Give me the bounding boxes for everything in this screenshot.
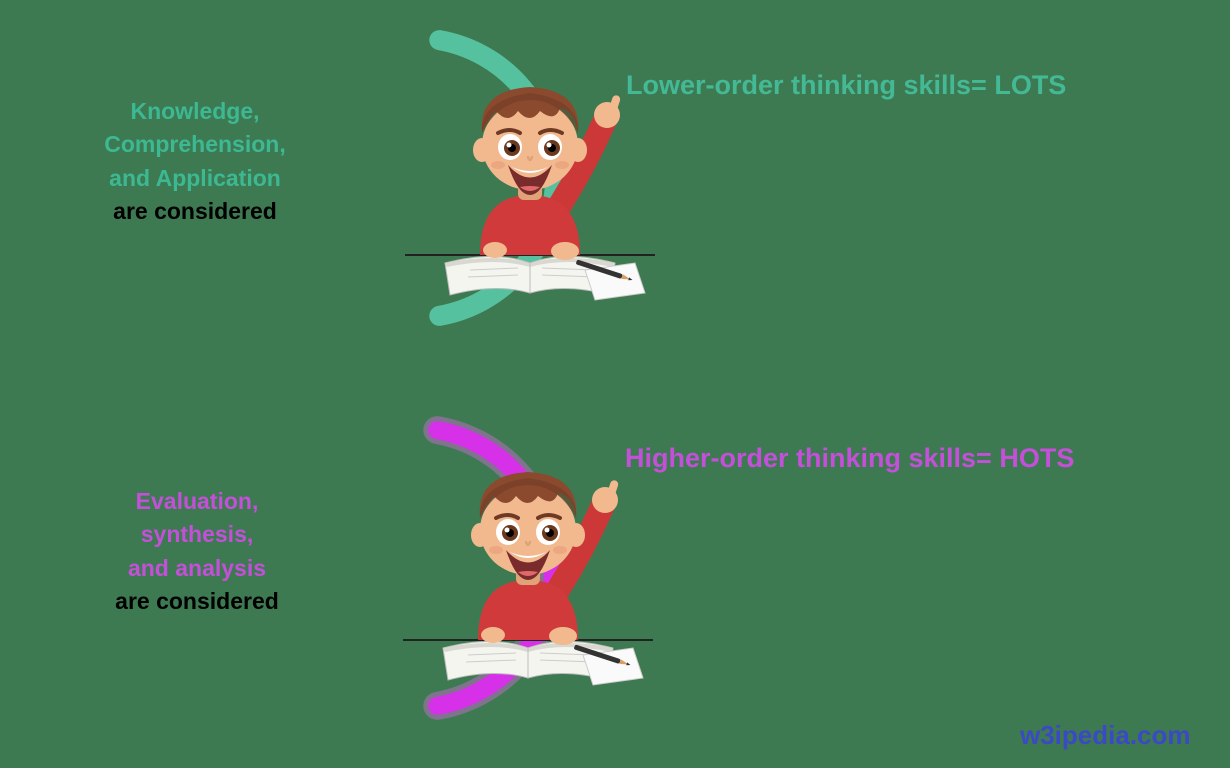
bottom-desc-line3: and analysis: [87, 552, 307, 585]
watermark: w3ipedia.com: [1020, 720, 1191, 751]
watermark-text: w3ipedia.com: [1020, 720, 1191, 750]
bottom-title: Higher-order thinking skills= HOTS: [625, 443, 1074, 474]
top-title: Lower-order thinking skills= LOTS: [626, 70, 1066, 101]
top-desc-black: are considered: [75, 195, 315, 228]
top-desc-line1: Knowledge,: [75, 95, 315, 128]
bottom-desc-line1: Evaluation,: [87, 485, 307, 518]
top-desc-line2: Comprehension,: [75, 128, 315, 161]
top-title-text: Lower-order thinking skills= LOTS: [626, 70, 1066, 100]
bottom-desc-line2: synthesis,: [87, 518, 307, 551]
bottom-boy-illustration: [398, 430, 658, 695]
bottom-desc: Evaluation, synthesis, and analysis are …: [87, 485, 307, 618]
top-desc-line3: and Application: [75, 162, 315, 195]
top-desc: Knowledge, Comprehension, and Applicatio…: [75, 95, 315, 228]
bottom-desc-black: are considered: [87, 585, 307, 618]
top-boy-illustration: [400, 45, 660, 310]
bottom-title-text: Higher-order thinking skills= HOTS: [625, 443, 1074, 473]
